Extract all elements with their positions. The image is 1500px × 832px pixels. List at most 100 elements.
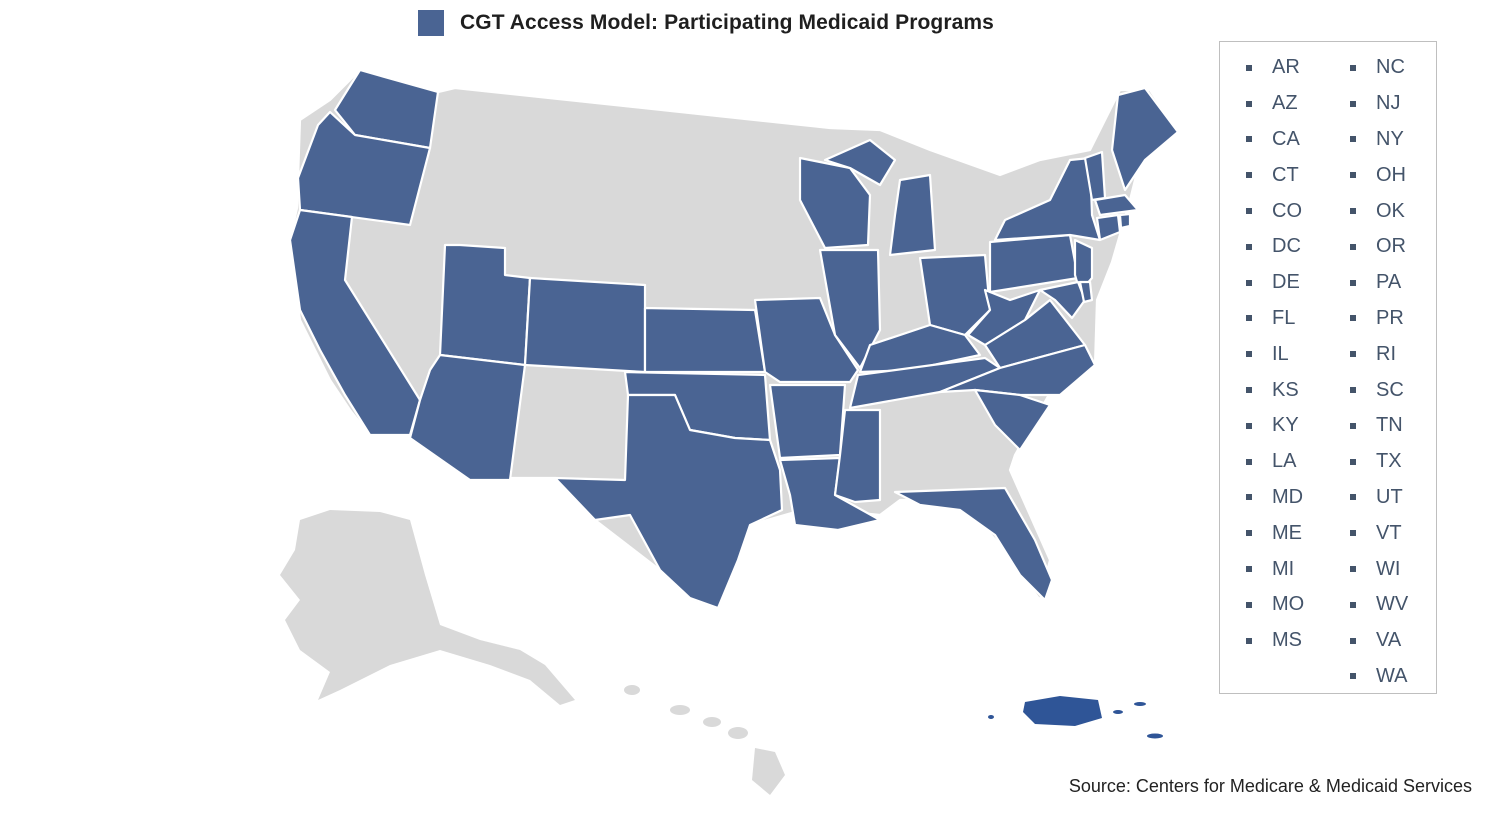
state-code: AZ bbox=[1272, 92, 1298, 115]
legend-state-item: MO bbox=[1246, 587, 1304, 623]
state-shape-oh bbox=[918, 253, 992, 337]
state-code: ME bbox=[1272, 521, 1302, 544]
state-code: SC bbox=[1376, 378, 1404, 401]
bullet-icon bbox=[1246, 637, 1252, 644]
state-shape-ri bbox=[1118, 212, 1132, 230]
state-code: UT bbox=[1376, 485, 1403, 508]
state-shape-me bbox=[1110, 86, 1180, 192]
legend-state-item: CT bbox=[1246, 157, 1304, 193]
state-shape-fl bbox=[893, 486, 1054, 602]
bullet-icon bbox=[1350, 172, 1356, 179]
legend-state-item: RI bbox=[1350, 336, 1408, 372]
state-code: MI bbox=[1272, 557, 1295, 580]
bullet-icon bbox=[1350, 494, 1356, 501]
state-shape-or bbox=[296, 110, 432, 227]
bullet-icon bbox=[1350, 530, 1356, 537]
bullet-icon bbox=[1350, 100, 1356, 107]
legend-state-item: CO bbox=[1246, 193, 1304, 229]
state-code: OK bbox=[1376, 199, 1405, 222]
state-code: WV bbox=[1376, 593, 1409, 616]
state-code: KY bbox=[1272, 414, 1299, 437]
hawaii-islands bbox=[624, 685, 785, 795]
legend-state-item: WI bbox=[1350, 551, 1408, 587]
legend-state-item: VT bbox=[1350, 515, 1408, 551]
map-title: CGT Access Model: Participating Medicaid… bbox=[418, 6, 994, 40]
state-shape-az bbox=[408, 353, 527, 482]
bullet-icon bbox=[1350, 279, 1356, 286]
bullet-icon bbox=[1350, 208, 1356, 215]
state-shape-ar bbox=[768, 383, 847, 460]
legend-state-item: KS bbox=[1246, 372, 1304, 408]
bullet-icon bbox=[1350, 637, 1356, 644]
legend-state-item: AZ bbox=[1246, 86, 1304, 122]
bullet-icon bbox=[1350, 673, 1356, 680]
legend-state-item: DE bbox=[1246, 265, 1304, 301]
state-shape-mi-lower bbox=[888, 173, 937, 257]
state-code: TX bbox=[1376, 450, 1402, 473]
state-code: WI bbox=[1376, 557, 1401, 580]
legend-state-item: WV bbox=[1350, 587, 1408, 623]
bullet-icon bbox=[1246, 387, 1252, 394]
participating-states-legend: AR AZ CA CT CO DC DE FL IL KS KY LA MD ME MI MO MS NC NJ N… bbox=[1219, 41, 1437, 694]
legend-state-item: OK bbox=[1350, 193, 1408, 229]
puerto-rico bbox=[988, 696, 1163, 739]
bullet-icon bbox=[1350, 243, 1356, 250]
bullet-icon bbox=[1350, 458, 1356, 465]
bullet-icon bbox=[1350, 351, 1356, 358]
state-shape-nc bbox=[938, 343, 1097, 397]
bullet-icon bbox=[1246, 422, 1252, 429]
state-code: CO bbox=[1272, 199, 1302, 222]
bullet-icon bbox=[1350, 136, 1356, 143]
state-code: DE bbox=[1272, 271, 1300, 294]
legend-state-item: MI bbox=[1246, 551, 1304, 587]
legend-state-item: LA bbox=[1246, 444, 1304, 480]
contiguous-us bbox=[288, 68, 1180, 612]
state-shape-co bbox=[523, 276, 647, 374]
legend-state-item: UT bbox=[1350, 480, 1408, 516]
state-code: PA bbox=[1376, 271, 1402, 294]
legend-state-item: KY bbox=[1246, 408, 1304, 444]
legend-column-2: NC NJ NY OH OK OR PA PR RI SC TN TX UT VT WI WV VA WA bbox=[1350, 50, 1408, 694]
legend-state-item: OR bbox=[1350, 229, 1408, 265]
legend-state-item: WA bbox=[1350, 659, 1408, 695]
bullet-icon bbox=[1246, 100, 1252, 107]
bullet-icon bbox=[1246, 172, 1252, 179]
bullet-icon bbox=[1246, 243, 1252, 250]
bullet-icon bbox=[1246, 279, 1252, 286]
legend-state-item: AR bbox=[1246, 50, 1304, 86]
legend-state-item: TN bbox=[1350, 408, 1408, 444]
state-shape-de bbox=[1078, 280, 1094, 304]
bullet-icon bbox=[1246, 136, 1252, 143]
legend-state-item: NJ bbox=[1350, 86, 1408, 122]
bullet-icon bbox=[1246, 64, 1252, 71]
state-code: DC bbox=[1272, 235, 1301, 258]
state-code: IL bbox=[1272, 342, 1289, 365]
state-shape-ky bbox=[858, 323, 982, 374]
legend-state-item: DC bbox=[1246, 229, 1304, 265]
legend-state-item: PR bbox=[1350, 301, 1408, 337]
state-code: CA bbox=[1272, 127, 1300, 150]
state-code: MS bbox=[1272, 629, 1302, 652]
state-shape-tx bbox=[553, 393, 784, 610]
state-code: MD bbox=[1272, 485, 1304, 508]
bullet-icon bbox=[1246, 208, 1252, 215]
legend-state-item: CA bbox=[1246, 122, 1304, 158]
bullet-icon bbox=[1350, 422, 1356, 429]
state-code: FL bbox=[1272, 306, 1296, 329]
title-legend-swatch bbox=[418, 10, 444, 36]
bullet-icon bbox=[1350, 566, 1356, 573]
state-code: CT bbox=[1272, 163, 1299, 186]
state-code: MO bbox=[1272, 593, 1305, 616]
state-code: OR bbox=[1376, 235, 1406, 258]
legend-state-item: NY bbox=[1350, 122, 1408, 158]
state-code: VA bbox=[1376, 629, 1402, 652]
state-shape-md bbox=[1038, 280, 1087, 320]
state-shape-ca bbox=[288, 208, 422, 437]
bullet-icon bbox=[1350, 64, 1356, 71]
state-code: RI bbox=[1376, 342, 1396, 365]
state-code: WA bbox=[1376, 664, 1408, 687]
state-code: LA bbox=[1272, 450, 1297, 473]
state-code: VT bbox=[1376, 521, 1402, 544]
legend-state-item: FL bbox=[1246, 301, 1304, 337]
